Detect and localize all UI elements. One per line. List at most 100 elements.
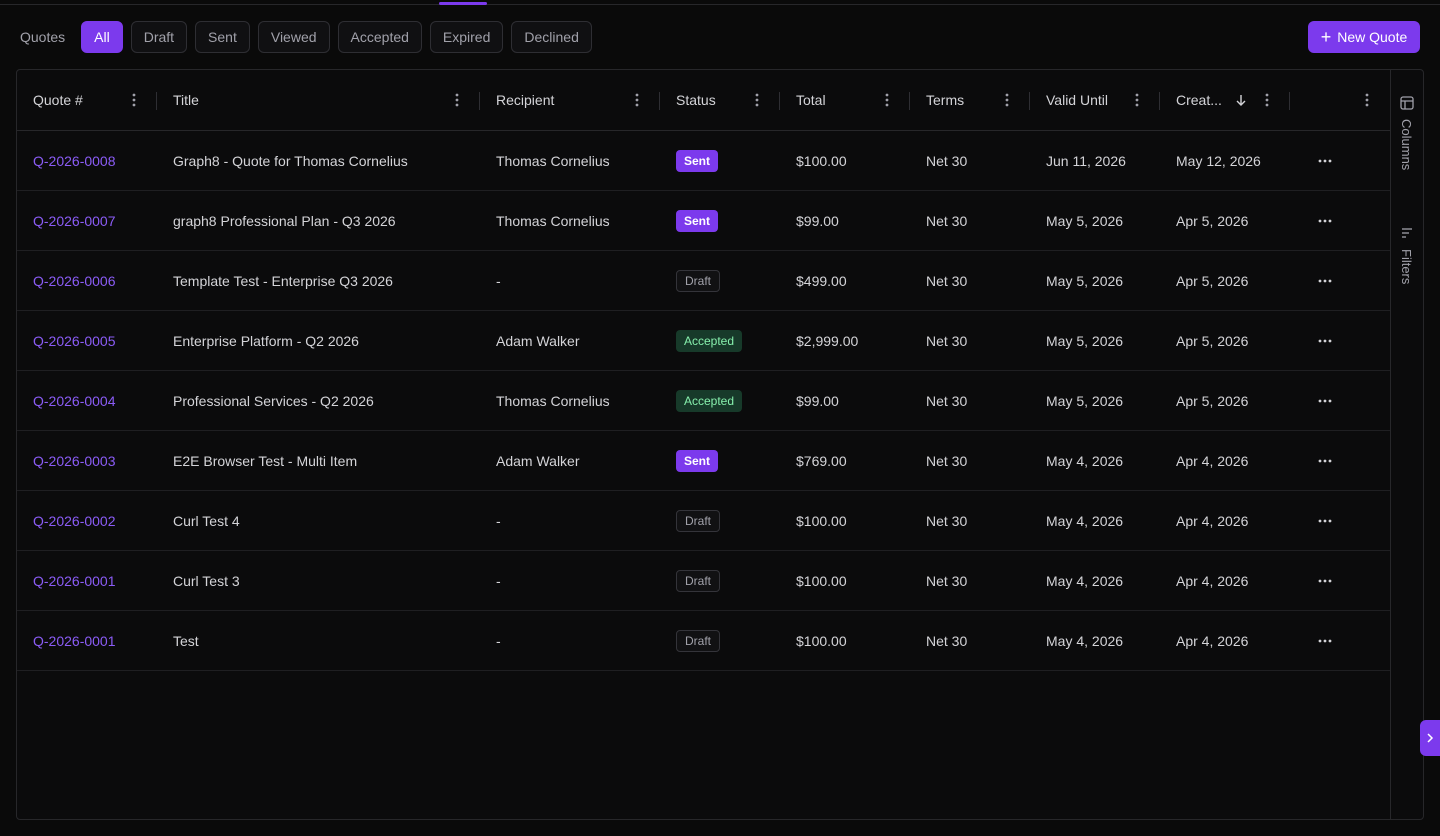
valid-until-cell: May 4, 2026 [1046,632,1124,649]
quotes-table-panel: Quote # Title Recipient Status Total Terms Val… [16,69,1424,820]
table-row[interactable]: Q-2026-0006 Template Test - Enterprise Q3… [17,251,1390,311]
column-header-valid-until[interactable]: Valid Until [1046,92,1108,108]
ellipsis-horizontal-icon[interactable] [1317,311,1333,370]
quote-number-cell: Q-2026-0003 [33,431,116,490]
filter-chip-declined[interactable]: Declined [511,21,592,53]
ellipsis-horizontal-icon[interactable] [1317,131,1333,190]
arrow-down-icon[interactable] [1236,70,1246,130]
kebab-vertical-icon[interactable] [128,70,140,130]
ellipsis-horizontal-icon[interactable] [1317,191,1333,250]
table-row[interactable]: Q-2026-0001 Curl Test 3 - Draft $100.00 Net 3… [17,551,1390,611]
table-body: Q-2026-0008 Graph8 - Quote for Thomas Cor… [17,131,1390,671]
terms-cell: Net 30 [926,632,968,649]
new-quote-button[interactable]: + New Quote [1308,21,1420,53]
quote-number-link[interactable]: Q-2026-0003 [33,452,116,469]
table-row[interactable]: Q-2026-0001 Test - Draft $100.00 Net 30 May 4,… [17,611,1390,671]
table-side-panel: Columns Filters [1390,70,1423,819]
recipient-cell: - [496,512,501,529]
recipient-cell: Thomas Cornelius [496,392,610,409]
filter-chip-sent[interactable]: Sent [195,21,250,53]
column-resize-handle[interactable] [1289,92,1290,110]
kebab-vertical-icon[interactable] [751,70,763,130]
columns-panel-tab[interactable]: Columns [1399,96,1414,170]
valid-until-cell: May 4, 2026 [1046,512,1124,529]
column-header-title[interactable]: Title [173,92,199,108]
kebab-vertical-icon[interactable] [1131,70,1143,130]
column-resize-handle[interactable] [479,92,480,110]
quote-number-link[interactable]: Q-2026-0001 [33,572,116,589]
column-resize-handle[interactable] [779,92,780,110]
quote-number-link[interactable]: Q-2026-0005 [33,332,116,349]
ellipsis-horizontal-icon[interactable] [1317,491,1333,550]
column-resize-handle[interactable] [1029,92,1030,110]
kebab-vertical-icon[interactable] [1361,70,1373,130]
valid-until-cell: Jun 11, 2026 [1046,152,1126,169]
created-cell: Apr 4, 2026 [1176,572,1249,589]
recipient-cell: Thomas Cornelius [496,212,610,229]
column-resize-handle[interactable] [659,92,660,110]
total-cell: $99.00 [796,212,839,229]
recipient-cell: - [496,272,501,289]
created-cell: Apr 5, 2026 [1176,212,1249,229]
kebab-vertical-icon[interactable] [451,70,463,130]
quotes-table: Quote # Title Recipient Status Total Terms Val… [17,70,1390,671]
quote-number-link[interactable]: Q-2026-0002 [33,512,116,529]
table-header-row: Quote # Title Recipient Status Total Terms Val… [17,70,1390,131]
kebab-vertical-icon[interactable] [1001,70,1013,130]
ellipsis-horizontal-icon[interactable] [1317,371,1333,430]
plus-icon: + [1320,27,1332,47]
quote-number-link[interactable]: Q-2026-0007 [33,212,116,229]
quote-number-link[interactable]: Q-2026-0004 [33,392,116,409]
title-cell: Test [173,632,199,649]
ellipsis-horizontal-icon[interactable] [1317,251,1333,310]
table-row[interactable]: Q-2026-0004 Professional Services - Q2 20… [17,371,1390,431]
ellipsis-horizontal-icon[interactable] [1317,551,1333,610]
table-row[interactable]: Q-2026-0008 Graph8 - Quote for Thomas Cor… [17,131,1390,191]
column-header-terms[interactable]: Terms [926,92,965,108]
created-cell: Apr 5, 2026 [1176,272,1249,289]
column-resize-handle[interactable] [909,92,910,110]
table-row[interactable]: Q-2026-0002 Curl Test 4 - Draft $100.00 Net 3… [17,491,1390,551]
filter-chip-accepted[interactable]: Accepted [337,21,422,53]
quote-number-link[interactable]: Q-2026-0006 [33,272,116,289]
column-header-created[interactable]: Creat... [1176,92,1222,108]
ellipsis-horizontal-icon[interactable] [1317,611,1333,670]
column-header-quote-number[interactable]: Quote # [33,92,83,108]
filter-chip-expired[interactable]: Expired [429,21,504,53]
status-badge: Sent [676,149,719,172]
kebab-vertical-icon[interactable] [631,70,643,130]
quote-number-link[interactable]: Q-2026-0008 [33,152,116,169]
column-resize-handle[interactable] [1159,92,1160,110]
quote-number-link[interactable]: Q-2026-0001 [33,632,116,649]
valid-until-cell: May 4, 2026 [1046,572,1124,589]
column-header-recipient[interactable]: Recipient [496,92,555,108]
column-header-total[interactable]: Total [796,92,826,108]
expand-panel-button[interactable] [1420,720,1440,756]
created-cell: Apr 4, 2026 [1176,512,1249,529]
created-cell: Apr 5, 2026 [1176,332,1249,349]
filter-chip-all[interactable]: All [81,21,123,53]
filter-bar-label: Quotes [20,29,66,45]
kebab-vertical-icon[interactable] [1261,70,1273,130]
table-row[interactable]: Q-2026-0003 E2E Browser Test - Multi Item… [17,431,1390,491]
terms-cell: Net 30 [926,212,968,229]
columns-panel-label: Columns [1399,119,1414,171]
ellipsis-horizontal-icon[interactable] [1317,431,1333,490]
filter-chip-viewed[interactable]: Viewed [257,21,330,53]
column-resize-handle[interactable] [156,92,157,110]
top-divider [0,4,1440,5]
terms-cell: Net 30 [926,152,968,169]
filter-chip-draft[interactable]: Draft [130,21,188,53]
filters-panel-tab[interactable]: Filters [1399,226,1414,284]
status-cell: Accepted [676,371,743,430]
status-cell: Sent [676,191,719,250]
status-cell: Draft [676,551,721,610]
quote-number-cell: Q-2026-0001 [33,551,116,610]
status-badge: Draft [676,269,721,292]
table-row[interactable]: Q-2026-0005 Enterprise Platform - Q2 2026… [17,311,1390,371]
valid-until-cell: May 5, 2026 [1046,212,1124,229]
kebab-vertical-icon[interactable] [881,70,893,130]
table-row[interactable]: Q-2026-0007 graph8 Professional Plan - Q3… [17,191,1390,251]
title-cell: Curl Test 3 [173,572,240,589]
column-header-status[interactable]: Status [676,92,716,108]
